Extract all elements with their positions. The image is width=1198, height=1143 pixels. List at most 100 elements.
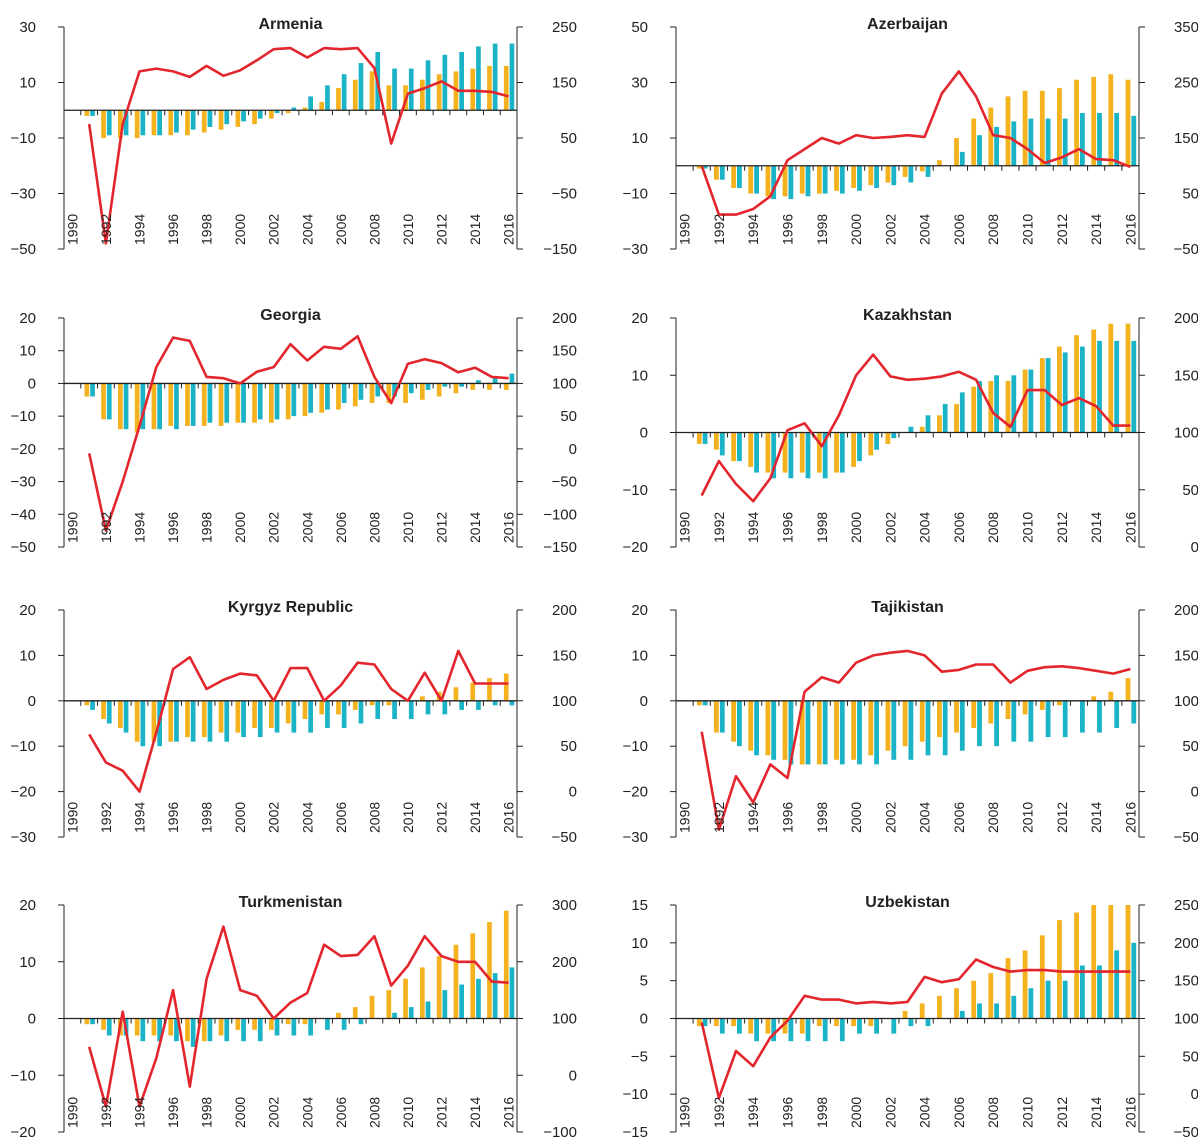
right-tick-label: 0	[1191, 784, 1198, 801]
bar	[891, 1018, 897, 1034]
x-tick-label: 1998	[814, 1097, 830, 1128]
x-tick-label: 1992	[711, 802, 727, 833]
bar	[868, 1018, 874, 1027]
x-tick-label: 1996	[780, 1097, 796, 1128]
bar	[771, 432, 777, 479]
bar	[971, 980, 977, 1019]
bar	[1045, 980, 1051, 1019]
left-tick-label: −10	[11, 738, 36, 755]
left-tick-label: −10	[11, 1067, 36, 1084]
left-tick-label: 0	[28, 693, 36, 710]
x-tick-label: 1990	[64, 512, 80, 543]
bar	[459, 700, 464, 710]
bar	[1057, 700, 1062, 706]
x-tick-label: 1992	[711, 214, 727, 245]
bar	[375, 383, 381, 397]
bar	[190, 383, 196, 426]
bar	[492, 43, 498, 111]
right-tick-label: 100	[552, 375, 577, 392]
right-tick-label: 0	[569, 784, 577, 801]
bar	[408, 383, 414, 394]
bar	[352, 383, 358, 407]
bar	[302, 383, 308, 417]
bar	[375, 700, 381, 719]
bar	[285, 700, 291, 724]
bar	[885, 432, 891, 444]
right-tick-label: 0	[1191, 539, 1198, 556]
bar	[1080, 113, 1085, 166]
bar	[308, 700, 313, 733]
bar	[425, 700, 431, 715]
x-tick-label: 1994	[745, 1097, 761, 1128]
x-tick-label: 2002	[266, 1097, 282, 1128]
x-tick-label: 1996	[780, 512, 796, 543]
chart-panel: 50 30 10 −10 −30 350 250 150 50 −50 1990 1992 1994 19…	[623, 16, 1198, 258]
bar	[937, 995, 942, 1019]
bar	[1080, 700, 1085, 733]
bar	[285, 110, 291, 114]
bar	[1114, 340, 1120, 433]
x-tick-label: 2006	[333, 1097, 349, 1128]
bar	[476, 46, 481, 111]
bar	[123, 383, 129, 430]
x-tick-label: 2004	[299, 512, 315, 543]
bar	[1091, 696, 1097, 701]
x-tick-label: 2010	[400, 214, 416, 245]
bar	[408, 1007, 414, 1019]
panel-title: Turkmenistan	[239, 894, 343, 911]
bar	[134, 110, 140, 139]
bar	[291, 107, 297, 111]
x-tick-label: 2008	[985, 512, 1001, 543]
x-tick-label: 1998	[199, 214, 215, 245]
bar	[201, 110, 207, 133]
bar	[1062, 980, 1068, 1019]
bar	[834, 700, 839, 760]
x-tick-label: 2000	[232, 214, 248, 245]
right-tick-label: 150	[1174, 130, 1198, 147]
bar	[285, 383, 291, 420]
bar	[185, 700, 190, 738]
bar	[425, 383, 431, 390]
bar	[839, 1018, 845, 1042]
left-tick-label: −15	[623, 1124, 648, 1141]
bar	[919, 426, 925, 433]
bar	[459, 52, 464, 111]
x-tick-label: 1990	[64, 802, 80, 833]
x-tick-label: 1992	[98, 802, 114, 833]
bar	[1097, 113, 1102, 166]
series-line	[700, 70, 1131, 216]
bar	[101, 383, 106, 420]
bar	[269, 700, 274, 728]
right-tick-label: 0	[569, 441, 577, 458]
right-tick-label: 50	[1182, 738, 1198, 755]
bar	[369, 71, 375, 111]
x-tick-label: 2016	[501, 1097, 517, 1128]
bar	[1091, 905, 1097, 1019]
bar	[509, 43, 515, 111]
bar	[902, 1010, 908, 1019]
right-tick-label: −150	[543, 241, 577, 258]
bar	[134, 1018, 140, 1036]
bar	[341, 700, 347, 728]
right-tick-label: 100	[1174, 693, 1198, 710]
x-tick-label: 1990	[677, 512, 693, 543]
left-tick-label: −50	[11, 241, 36, 258]
bar	[442, 990, 448, 1019]
bar	[816, 432, 822, 473]
bar	[1062, 118, 1068, 166]
bar	[352, 700, 358, 710]
bar	[874, 165, 879, 188]
bar	[224, 700, 230, 742]
bar	[851, 432, 856, 467]
right-tick-label: 50	[1182, 1048, 1198, 1065]
x-tick-label: 2002	[882, 214, 898, 245]
bar	[257, 110, 263, 119]
bar	[201, 383, 207, 426]
bar	[1062, 700, 1068, 738]
x-tick-label: 2012	[434, 512, 450, 543]
bar	[1108, 323, 1114, 433]
bar	[207, 383, 213, 423]
bar	[476, 700, 481, 710]
